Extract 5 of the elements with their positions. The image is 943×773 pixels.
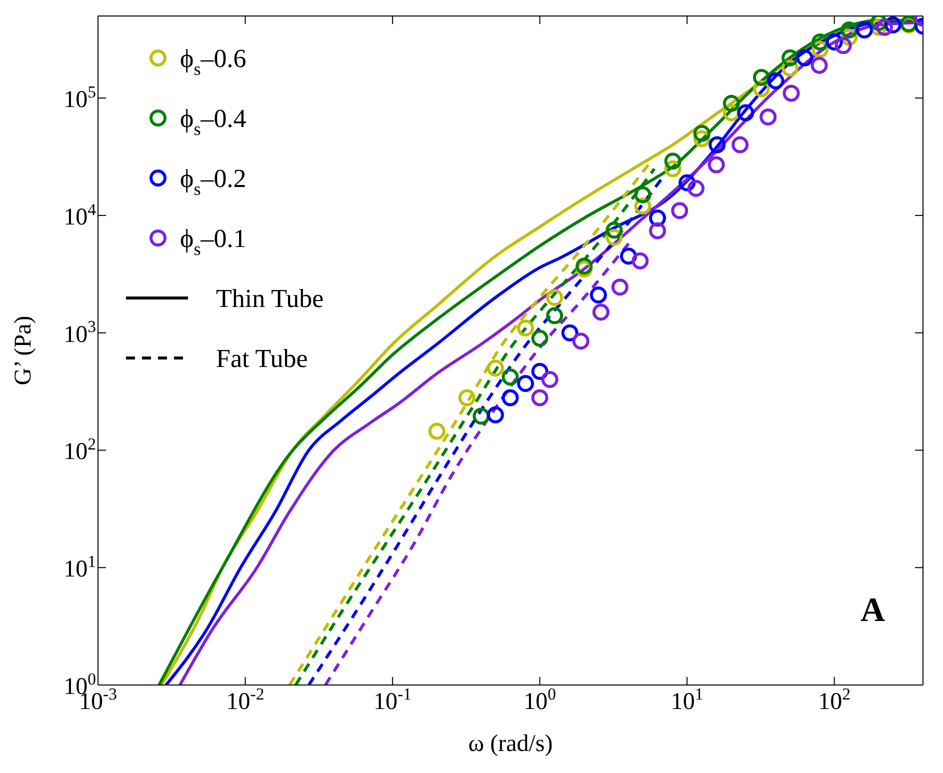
- legend-label: Fat Tube: [216, 344, 308, 373]
- x-axis-title: ω (rad/s): [468, 731, 553, 757]
- annotation: A: [860, 592, 885, 630]
- legend-label: Thin Tube: [216, 284, 324, 313]
- y-axis-title: G’ (Pa): [10, 316, 37, 386]
